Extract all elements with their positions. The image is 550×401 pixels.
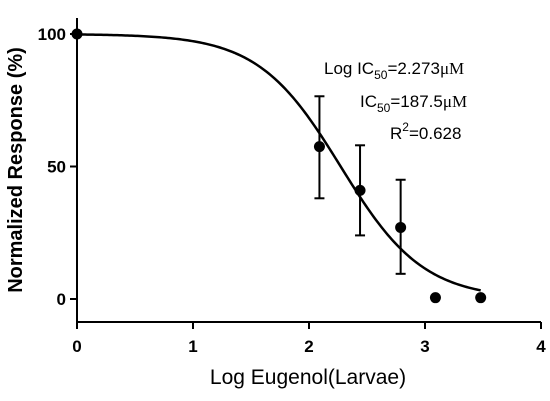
data-point [354, 184, 366, 196]
annotation-log-ic50-sub: 50 [374, 68, 388, 82]
annotation-ic50-prefix: IC [360, 92, 377, 111]
annotation-r2-value: =0.628 [409, 124, 461, 143]
annotation-ic50-sub: 50 [377, 101, 391, 115]
annotation-r2-sup: 2 [402, 120, 409, 134]
y-tick-label: 100 [38, 25, 66, 44]
annotation-log-ic50-unit: μM [440, 59, 464, 78]
fit-curve [76, 33, 481, 292]
x-tick-label: 4 [536, 337, 546, 356]
x-axis-label: Log Eugenol(Larvae) [210, 366, 406, 389]
x-tick-label: 0 [72, 337, 81, 356]
annotation-r2: R2=0.628 [390, 120, 461, 143]
x-axis-ticks: 0 1 2 3 4 [72, 322, 546, 356]
annotation-ic50-unit: μM [443, 92, 467, 111]
x-tick-label: 1 [188, 337, 197, 356]
annotation-log-ic50: Log IC50=2.273μM [324, 59, 464, 82]
annotation-log-ic50-value: =2.273 [387, 59, 439, 78]
data-point [429, 292, 441, 304]
y-tick-label: 50 [47, 158, 66, 177]
data-point [313, 141, 325, 153]
x-tick-label: 2 [304, 337, 313, 356]
y-axis-ticks: 0 50 100 [38, 25, 77, 309]
annotation-log-ic50-prefix: Log IC [324, 59, 374, 78]
annotation-r2-prefix: R [390, 124, 402, 143]
data-point [475, 292, 487, 304]
y-axis-label: Normalized Response (%) [5, 47, 27, 293]
data-point [395, 221, 407, 233]
x-tick-label: 3 [420, 337, 429, 356]
annotation-ic50: IC50=187.5μM [360, 92, 467, 115]
annotation-ic50-value: =187.5 [390, 92, 442, 111]
y-tick-label: 0 [57, 290, 66, 309]
